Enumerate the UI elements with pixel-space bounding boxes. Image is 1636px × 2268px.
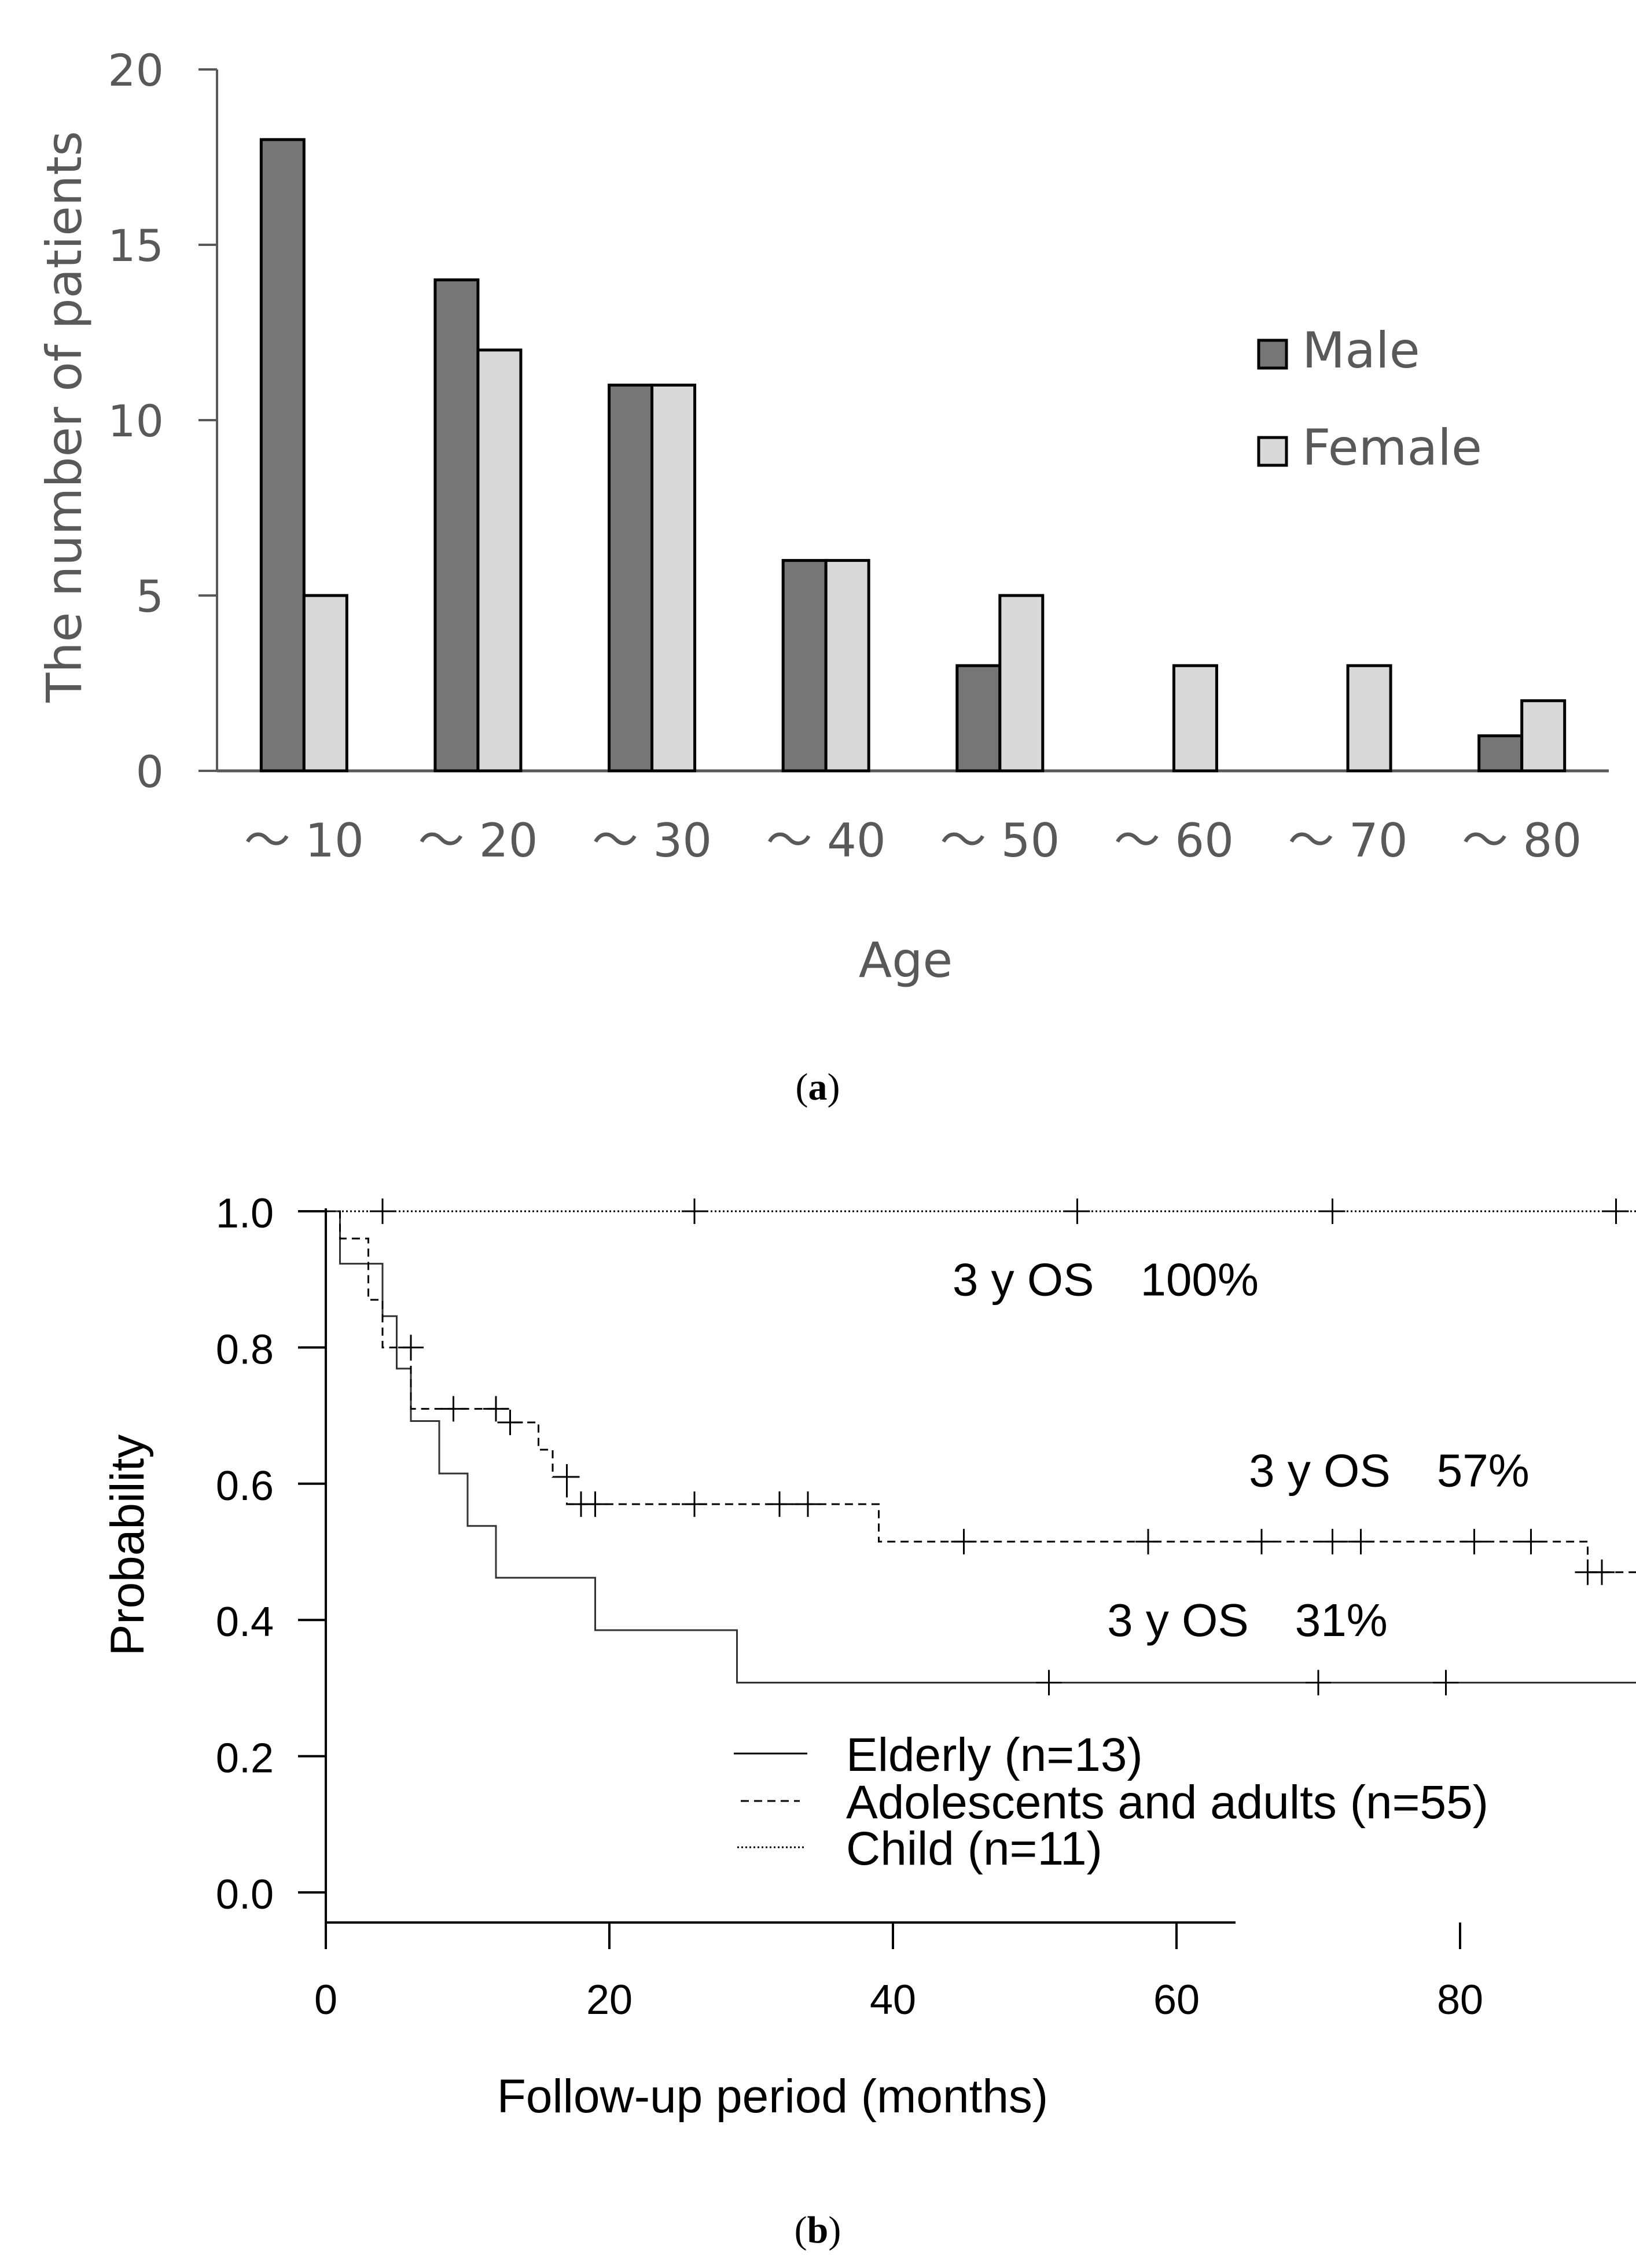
censor-mark-1 [1518, 1528, 1544, 1554]
censor-mark-2 [1064, 1199, 1090, 1224]
bar-male-3 [781, 558, 828, 773]
x-tick-label-a: ～ 50 [940, 814, 1060, 867]
x-tick-label-a: ～ 10 [244, 814, 364, 867]
censor-mark-1 [1348, 1528, 1374, 1554]
censor-mark-1 [582, 1491, 608, 1517]
bar-male-1 [433, 278, 480, 773]
x-tick-label-b: 0 [314, 1977, 337, 2023]
bar-male-4 [955, 664, 1002, 773]
censor-mark-1 [767, 1491, 792, 1517]
survival-curve-0 [326, 1210, 1636, 1683]
os-annotation-2: 3 y OS 31% [1107, 1594, 1388, 1646]
bar-male-0 [259, 138, 306, 773]
x-tick-label-a: ～ 70 [1288, 814, 1407, 867]
x-axis-title-a: Age [859, 932, 953, 988]
bar-female-6 [1346, 664, 1392, 773]
y-axis-title-b: Probability [101, 1435, 154, 1656]
y-tick-label-a: 0 [136, 746, 164, 797]
os-annotation-0: 3 y OS 100% [953, 1254, 1259, 1306]
legend-a: Male Female [1257, 322, 1482, 477]
censor-mark-1 [440, 1396, 466, 1422]
censor-mark-0 [1036, 1670, 1062, 1696]
censor-mark-0 [1433, 1670, 1459, 1696]
panel-label-a: (a) [796, 1066, 840, 1108]
x-tick-label-a: ～ 80 [1462, 814, 1582, 867]
x-tick-label-a: ～ 30 [592, 814, 712, 867]
y-tick-label-a: 20 [108, 45, 164, 96]
censor-mark-2 [370, 1199, 395, 1224]
y-tick-label-b: 0.8 [216, 1326, 274, 1373]
bar-female-1 [476, 348, 523, 773]
y-axis-title-a: The number of patients [36, 131, 93, 703]
legend-swatch-male [1257, 339, 1288, 370]
survival-curve-chart: 0.00.20.40.60.81.0 020406080100120 3 y O… [101, 1190, 1636, 2251]
age-distribution-chart: 0 5 10 15 20 ～ 10 ～ 20 ～ 30 ～ 40 ～ 50 ～ 60 ～ 70 ～ 8… [36, 45, 1609, 1108]
x-tick-label-b: 20 [586, 1977, 633, 2023]
legend-label-female: Female [1302, 419, 1482, 477]
censor-mark-1 [1461, 1528, 1487, 1554]
legend-label-child: Child (n=11) [846, 1822, 1102, 1875]
censor-mark-1 [483, 1396, 509, 1422]
x-tick-label-b: 60 [1153, 1977, 1200, 2023]
x-tick-label-a: ～ 20 [418, 814, 538, 867]
censor-mark-0 [1306, 1670, 1331, 1696]
x-tick-label-a: ～ 60 [1114, 814, 1234, 867]
y-tick-label-b: 0.2 [216, 1736, 274, 1782]
bar-female-4 [998, 594, 1045, 773]
panel-label-b: (b) [795, 2209, 841, 2251]
censor-mark-1 [497, 1409, 523, 1435]
censor-mark-2 [682, 1199, 707, 1224]
bar-male-2 [608, 383, 654, 773]
y-tick-label-a: 10 [108, 395, 164, 447]
bar-female-2 [650, 383, 697, 773]
x-axis-title-b: Follow-up period (months) [497, 2070, 1049, 2123]
bar-female-0 [302, 594, 348, 773]
censor-mark-1 [951, 1528, 977, 1554]
y-tick-label-a: 15 [108, 220, 164, 271]
bar-male-7 [1477, 734, 1524, 773]
y-tick-label-b: 0.0 [216, 1872, 274, 1918]
bar-female-7 [1520, 699, 1567, 773]
y-tick-label-a: 5 [136, 571, 164, 622]
x-tick-label-a: ～ 40 [766, 814, 886, 867]
legend-label-elderly: Elderly (n=13) [846, 1729, 1143, 1781]
x-tick-label-b: 80 [1437, 1977, 1483, 2023]
y-tick-label-b: 0.4 [216, 1599, 274, 1645]
legend-label-male: Male [1302, 322, 1420, 380]
censor-mark-1 [1135, 1528, 1161, 1554]
bar-female-3 [824, 558, 870, 773]
os-annotation-1: 3 y OS 57% [1249, 1444, 1530, 1496]
legend-swatch-female [1257, 436, 1288, 467]
x-tick-label-b: 40 [870, 1977, 916, 2023]
legend-b: Elderly (n=13) Adolescents and adults (n… [734, 1729, 1488, 1875]
legend-label-adults: Adolescents and adults (n=55) [846, 1776, 1488, 1829]
censor-mark-1 [1319, 1528, 1345, 1554]
censor-mark-1 [398, 1335, 424, 1361]
censor-mark-1 [682, 1491, 707, 1517]
censor-mark-1 [1249, 1528, 1274, 1554]
y-tick-label-b: 1.0 [216, 1190, 274, 1237]
y-tick-label-b: 0.6 [216, 1463, 274, 1509]
censor-mark-2 [1319, 1199, 1345, 1224]
censor-mark-2 [1603, 1199, 1629, 1224]
censor-mark-1 [1589, 1559, 1615, 1585]
censor-mark-1 [554, 1464, 580, 1490]
censor-mark-1 [795, 1491, 821, 1517]
bar-female-5 [1172, 664, 1218, 773]
